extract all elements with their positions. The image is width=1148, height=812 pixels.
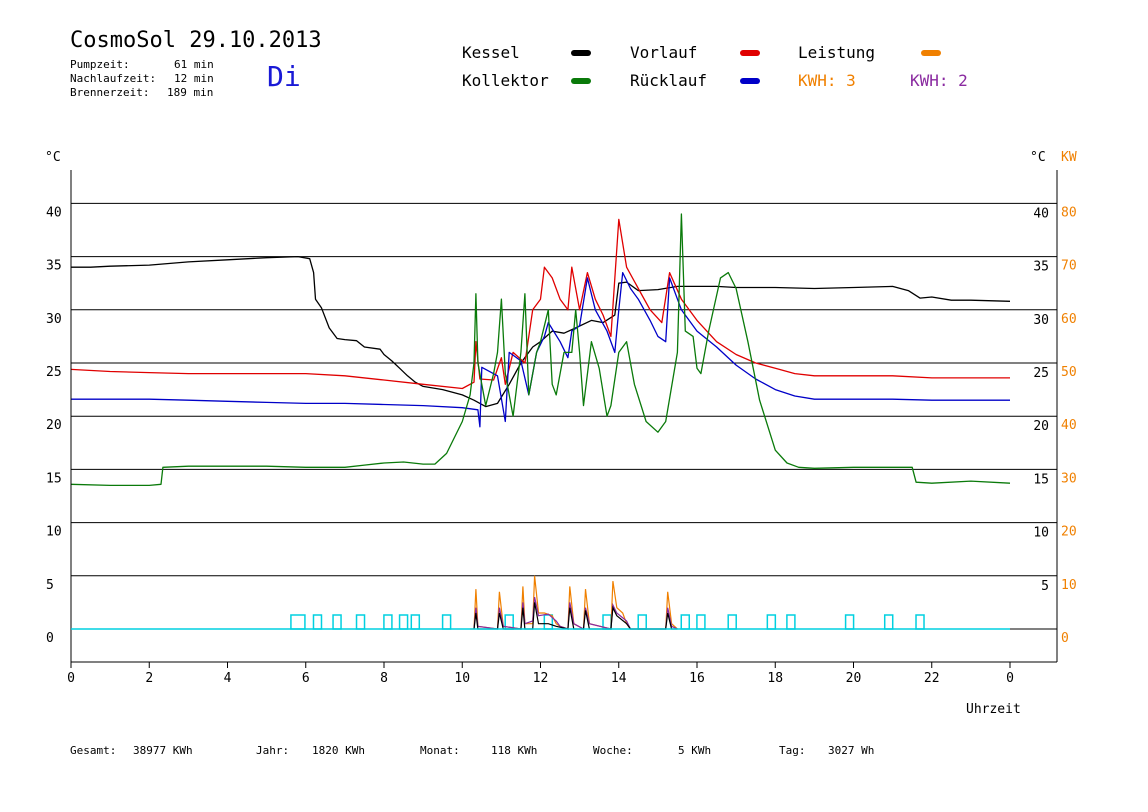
x-tick-label: 4 [224,671,232,686]
y-tick-label-right-c: 35 [1033,260,1049,275]
series-line-kollektor [70,213,1011,487]
y-tick-label-right-kw: 10 [1061,578,1077,593]
legend-kessel-swatch [571,50,591,56]
y-tick-label-right-kw: 30 [1061,471,1077,486]
footer-tag-label: Tag: [779,744,806,757]
legend-ruecklauf-label: Rücklauf [630,71,708,90]
pump-bar [398,614,409,630]
pump-bar [355,614,366,630]
temperature-lines [70,213,1011,487]
legend-kollektor-label: Kollektor [462,71,549,90]
y-tick-label-left: 35 [46,259,62,274]
pump-bar [883,614,894,630]
y-tick-label-left: 0 [46,631,54,646]
x-tick-label: 20 [846,671,862,686]
x-tick-label: 22 [924,671,940,686]
y-tick-label-right-kw: 60 [1061,312,1077,327]
y-tick-label-right-kw: 80 [1061,205,1077,220]
pump-bar [915,614,925,630]
y-tick-label-right-c: 15 [1033,472,1049,487]
y-axis-left-unit: °C [45,150,61,165]
legend-kwh-orange: KWH: 3 [798,71,856,90]
pump-bar [844,614,855,630]
y-tick-label-right-kw: 20 [1061,525,1077,540]
pump-bar [441,614,452,630]
y-tick-label-left: 5 [46,578,54,593]
y-tick-label-right-kw: 70 [1061,259,1077,274]
legend-ruecklauf-swatch [740,78,760,84]
pumpzeit-value: 61 min [174,58,214,71]
pump-bar [383,614,393,630]
footer-woche-value: 5 KWh [678,744,712,757]
legend-kessel-label: Kessel [462,43,520,62]
y-tick-label-right-c: 40 [1033,206,1049,221]
legend-vorlauf-label: Vorlauf [630,43,698,62]
footer-gesamt-value: 38977 KWh [133,744,193,757]
y-tick-label-left: 10 [46,525,62,540]
pump-bar [290,614,306,630]
weekday: Di [267,60,301,93]
y-tick-label-left: 30 [46,312,62,327]
tick-labels: 0 2 4 6 8 10 12 14 16 18 20 22 0 0 5 10 15 20 25 30 35 40 5 10 1… [46,205,1077,686]
pump-bar [332,614,342,630]
pump-bar [766,614,777,630]
legend-kwh-purple: KWH: 2 [910,71,968,90]
y-axis-right-unit-kw: KW [1061,150,1077,165]
footer-gesamt-label: Gesamt: [70,744,117,757]
y-tick-label-right-c: 25 [1033,366,1049,381]
y-tick-label-right-kw: 0 [1061,631,1069,646]
footer-jahr-value: 1820 KWh [312,744,365,757]
x-tick-label: 8 [380,671,388,686]
y-tick-label-right-kw: 40 [1061,418,1077,433]
x-tick-label: 2 [145,671,153,686]
pump-bar [696,614,706,630]
footer-woche-label: Woche: [593,744,633,757]
footer-monat-label: Monat: [420,744,460,757]
y-tick-label-left: 20 [46,418,62,433]
y-tick-label-right-c: 20 [1033,419,1049,434]
y-tick-label-right-c: 30 [1033,313,1049,328]
pump-bar [680,614,691,630]
legend-leistung-swatch [921,50,941,56]
x-tick-label: 14 [611,671,627,686]
x-tick-label: 12 [533,671,549,686]
legend-kollektor-swatch [571,78,591,84]
x-tick-label: 0 [67,671,75,686]
x-tick-label: 16 [689,671,705,686]
chart-title: CosmoSol 29.10.2013 [70,28,322,53]
axes [70,170,1058,668]
y-tick-label-right-kw: 50 [1061,365,1077,380]
brenner-value: 189 min [167,86,214,99]
legend-vorlauf-swatch [740,50,760,56]
pump-bars [290,614,925,630]
x-tick-label: 6 [302,671,310,686]
pump-bar [312,614,323,630]
pump-bar [786,614,796,630]
footer-tag-value: 3027 Wh [828,744,875,757]
grid-lines [71,202,1057,577]
pump-bar [727,614,737,630]
nachlauf-label: Nachlaufzeit: [70,72,157,85]
x-axis-label: Uhrzeit [966,702,1021,717]
pump-bar [410,614,421,630]
y-tick-label-right-c: 10 [1033,526,1049,541]
y-tick-label-right-c: 5 [1041,579,1049,594]
y-tick-label-left: 40 [46,205,62,220]
footer-jahr-label: Jahr: [256,744,290,757]
y-tick-label-left: 25 [46,365,62,380]
footer-monat-value: 118 KWh [491,744,538,757]
nachlauf-value: 12 min [174,72,214,85]
x-tick-label: 10 [454,671,470,686]
series-line-r-cklauf [71,271,1010,428]
legend-leistung-label: Leistung [798,43,876,62]
series-line-kessel [71,255,1011,408]
brenner-label: Brennerzeit: [70,86,150,99]
x-tick-label: 0 [1006,671,1014,686]
pumpzeit-label: Pumpzeit: [70,58,130,71]
pump-bar [637,614,647,630]
y-axis-right-unit-c: °C [1030,150,1046,165]
y-tick-label-left: 15 [46,471,62,486]
x-tick-label: 18 [767,671,783,686]
